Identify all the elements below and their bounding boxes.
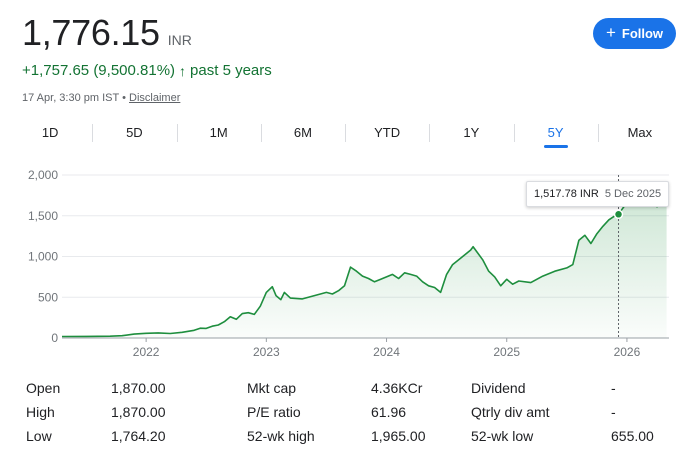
stat-label: Dividend xyxy=(471,380,526,396)
price-area xyxy=(62,193,667,338)
x-tick-label: 2024 xyxy=(373,345,400,359)
stat-label: P/E ratio xyxy=(247,404,301,420)
stat-row: Open 1,870.00 Mkt cap 4.36KCr Dividend - xyxy=(0,380,682,400)
tab-5d[interactable]: 5D xyxy=(92,122,176,148)
tab-5y[interactable]: 5Y xyxy=(513,122,598,148)
follow-button-label: Follow xyxy=(621,26,664,41)
stat-label: Open xyxy=(26,380,61,396)
stat-label: Low xyxy=(26,428,52,444)
change-value: +1,757.65 (9,500.81%) xyxy=(22,62,176,79)
stat-value: 1,965.00 xyxy=(371,428,426,444)
tab-1m[interactable]: 1M xyxy=(176,122,261,148)
stat-value: - xyxy=(611,380,616,396)
y-tick-label: 500 xyxy=(38,290,58,304)
y-tick-label: 1,500 xyxy=(28,209,58,223)
price-header: 1,776.15 INR xyxy=(22,12,192,54)
tooltip-date: 5 Dec 2025 xyxy=(604,188,662,200)
y-tick-label: 0 xyxy=(51,331,58,345)
x-tick-label: 2025 xyxy=(493,345,520,359)
arrow-up-icon: ↑ xyxy=(179,62,187,79)
stat-value: 4.36KCr xyxy=(371,380,423,396)
y-tick-label: 1,000 xyxy=(28,250,58,264)
x-tick-label: 2023 xyxy=(253,345,280,359)
stat-value: 1,764.20 xyxy=(111,428,166,444)
stat-value: - xyxy=(611,404,616,420)
separator-dot: • xyxy=(122,92,126,104)
range-tabs: 1D 5D 1M 6M YTD 1Y 5Y Max xyxy=(8,122,682,148)
timestamp: 17 Apr, 3:30 pm IST xyxy=(22,92,120,104)
currency-code: INR xyxy=(167,32,192,48)
stat-label: Qtrly div amt xyxy=(471,404,550,420)
tooltip-value: 1,517.78 INR xyxy=(534,188,599,200)
price-chart[interactable]: 2,000 1,500 1,000 500 0 2022 2023 2024 2025 2026 xyxy=(0,160,682,370)
tab-ytd[interactable]: YTD xyxy=(345,122,429,148)
tab-1d[interactable]: 1D xyxy=(41,125,59,140)
stat-label: High xyxy=(26,404,55,420)
stat-row: Low 1,764.20 52-wk high 1,965.00 52-wk low 65… xyxy=(0,428,682,448)
highlight-point xyxy=(613,209,624,220)
x-tick-label: 2026 xyxy=(614,345,641,359)
plus-icon: + xyxy=(605,22,616,42)
stat-value: 61.96 xyxy=(371,404,407,420)
stat-value: 655.00 xyxy=(611,428,654,444)
stat-label: Mkt cap xyxy=(247,380,297,396)
timestamp-row: 17 Apr, 3:30 pm IST • Disclaimer xyxy=(22,92,180,104)
stat-label: 52-wk low xyxy=(471,428,534,444)
price-change: +1,757.65 (9,500.81%) ↑ past 5 years xyxy=(22,62,272,79)
stat-value: 1,870.00 xyxy=(111,380,166,396)
tab-1y[interactable]: 1Y xyxy=(429,122,513,148)
y-tick-label: 2,000 xyxy=(28,168,58,182)
chart-tooltip: 1,517.78 INR 5 Dec 2025 xyxy=(526,181,669,207)
tab-6m[interactable]: 6M xyxy=(260,122,345,148)
tab-max[interactable]: Max xyxy=(597,122,682,148)
stat-row: High 1,870.00 P/E ratio 61.96 Qtrly div amt - xyxy=(0,404,682,424)
disclaimer-link[interactable]: Disclaimer xyxy=(129,92,181,104)
x-tick-label: 2022 xyxy=(133,345,160,359)
change-period: past 5 years xyxy=(190,62,272,79)
follow-button[interactable]: + Follow xyxy=(593,18,676,49)
stat-label: 52-wk high xyxy=(247,428,315,444)
stat-value: 1,870.00 xyxy=(111,404,166,420)
current-price: 1,776.15 xyxy=(22,12,160,53)
price-line xyxy=(61,192,668,338)
